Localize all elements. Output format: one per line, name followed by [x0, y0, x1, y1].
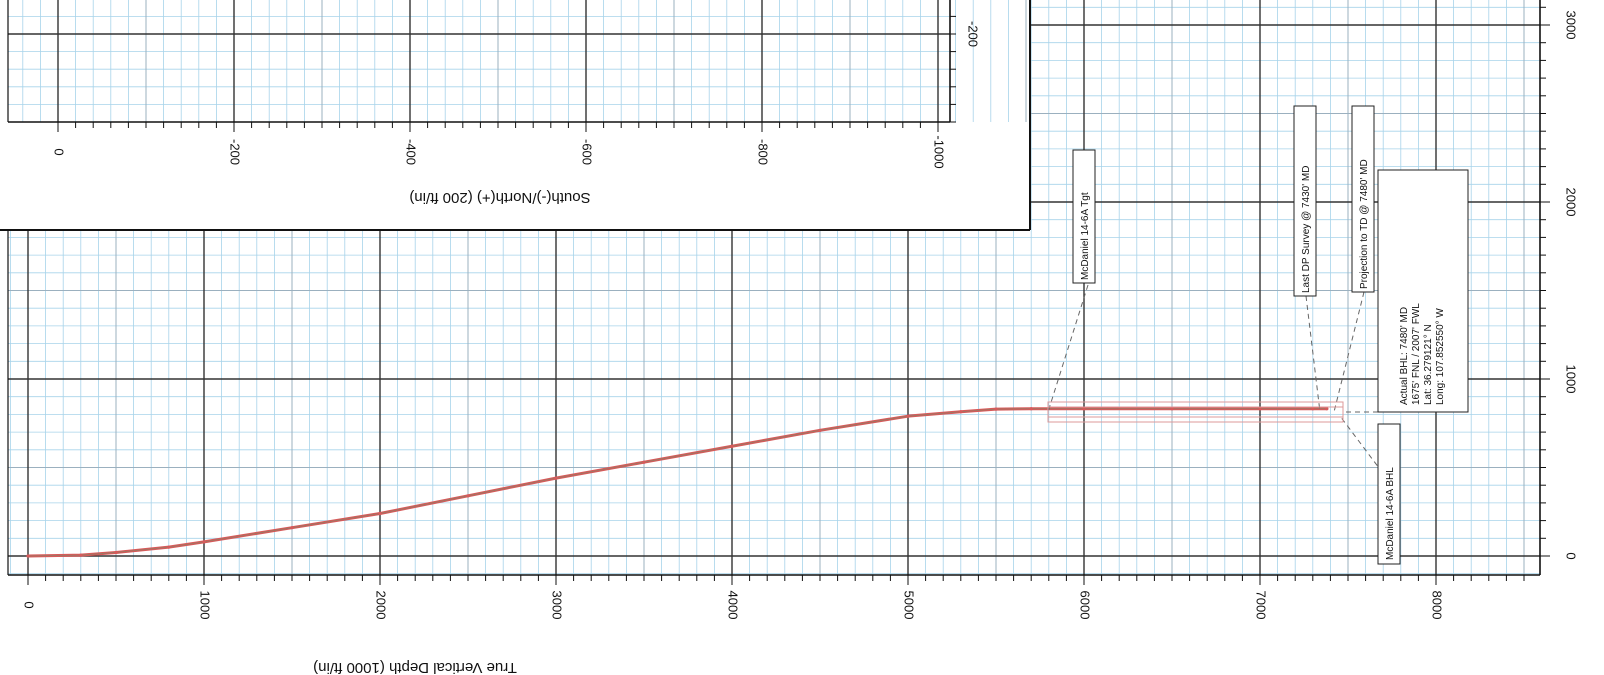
x-tick-label: 2000	[374, 591, 389, 620]
main-ticks: 0 1000 2000 3000 4000 5000 6000 7000 8000 0 1000 20…	[7, 0, 1579, 620]
inset-x-tick-label: -200	[228, 139, 243, 165]
annotation-target: McDaniel 14-6A Tgt	[1072, 149, 1096, 284]
annotation-bhl-info: Actual BHL: 7480' MD 1675' FNL / 2007' F…	[1377, 169, 1469, 413]
well-path-point	[730, 444, 734, 448]
well-path-point	[466, 494, 470, 498]
inset-grid	[8, 0, 1027, 123]
annotation-bhl-text: McDaniel 14-6A BHL	[1385, 467, 1396, 560]
y-tick-label: 0	[1564, 552, 1579, 559]
annotation-bhl: McDaniel 14-6A BHL	[1377, 423, 1401, 565]
well-path-point	[554, 476, 558, 480]
bhl-info-line-1: Actual BHL: 7480' MD	[1399, 307, 1410, 405]
well-path-point	[1258, 407, 1262, 411]
bhl-info-line-3: Lat: 36.279121° N	[1423, 324, 1434, 405]
well-path-point	[959, 410, 963, 414]
y-tick-label: 3000	[1564, 11, 1579, 40]
inset-x-tick-label: -600	[580, 139, 595, 165]
well-path-point	[114, 550, 118, 555]
well-path-point	[906, 414, 910, 418]
well-path-point	[994, 407, 998, 411]
well-path-point	[1311, 407, 1315, 411]
well-path-point	[378, 511, 382, 516]
annotation-target-box	[1072, 149, 1096, 284]
leader-target	[1047, 284, 1089, 413]
inset-x-axis-label: South(-)/North(+) (200 ft/in)	[409, 189, 590, 206]
x-tick-label: 7000	[1254, 591, 1269, 620]
x-tick-label: 6000	[1078, 591, 1093, 620]
well-path-point	[290, 526, 294, 530]
annotation-last-survey-box	[1293, 105, 1317, 297]
inset-y-tick-label: -200	[966, 21, 981, 47]
well-path-point	[79, 553, 83, 557]
inset-panel: 0 -200 -400 -600 -800 -1000 -200 South(-)/Nort…	[0, 0, 1031, 231]
well-path-point	[1170, 407, 1174, 411]
annotation-bhl-box	[1377, 423, 1401, 565]
annotation-projection-text: Projection to TD @ 7480' MD	[1359, 159, 1370, 289]
x-tick-label: 3000	[550, 591, 565, 620]
y-tick-label: 2000	[1564, 188, 1579, 217]
leader-projection	[1333, 291, 1365, 413]
inset-ticks: 0 -200 -400 -600 -800 -1000 -200	[7, 0, 981, 169]
main-x-axis-label: True Vertical Depth (1000 ft/in)	[313, 659, 517, 675]
x-tick-label: 0	[22, 601, 37, 608]
well-path-point	[167, 545, 171, 549]
target-window	[1047, 401, 1344, 423]
well-path-point	[818, 428, 822, 432]
x-tick-label: 1000	[198, 591, 213, 620]
well-path-point	[202, 540, 206, 544]
annotation-projection: Projection to TD @ 7480' MD	[1351, 105, 1375, 293]
inset-x-tick-label: 0	[52, 148, 67, 155]
inset-x-tick-label: -800	[756, 139, 771, 165]
well-path-point	[1029, 407, 1033, 411]
annotation-projection-box	[1351, 105, 1375, 293]
well-path-point	[1325, 407, 1329, 411]
annotation-bhl-info-box	[1377, 169, 1469, 413]
bhl-info-line-4: Long: 107.852550° W	[1435, 308, 1446, 405]
well-path-point	[642, 460, 646, 464]
main-series	[26, 407, 1329, 558]
inset-x-tick-label: -400	[404, 139, 419, 165]
bhl-info-line-2: 1675' FNL / 2007' FWL	[1411, 303, 1422, 405]
y-tick-label: 1000	[1564, 365, 1579, 394]
annotation-last-survey: Last DP Survey @ 7430' MD	[1293, 105, 1317, 297]
annotation-target-text: McDaniel 14-6A Tgt	[1080, 192, 1091, 280]
inset-background	[0, 0, 1030, 230]
well-path-point	[1082, 407, 1086, 411]
x-tick-label: 5000	[902, 591, 917, 620]
x-tick-label: 4000	[726, 591, 741, 620]
well-path-point	[26, 554, 30, 558]
leader-last-survey	[1305, 295, 1321, 413]
target-window-outer	[1047, 401, 1344, 423]
annotation-last-survey-text: Last DP Survey @ 7430' MD	[1301, 166, 1312, 294]
x-tick-label: 8000	[1430, 591, 1445, 620]
inset-x-tick-label: -1000	[932, 135, 947, 168]
